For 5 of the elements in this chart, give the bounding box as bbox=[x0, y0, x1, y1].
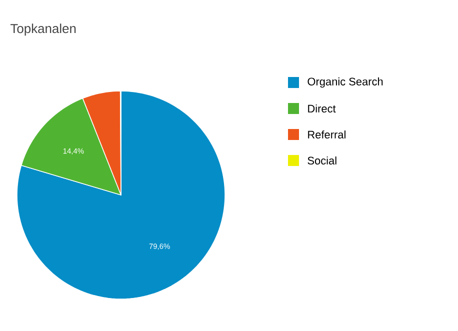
legend-label: Referral bbox=[308, 130, 346, 139]
chart-title: Topkanalen bbox=[10, 24, 76, 36]
legend-label: Organic Search bbox=[308, 77, 383, 88]
legend-label: Social bbox=[308, 156, 336, 165]
legend-label: Direct bbox=[308, 104, 336, 113]
